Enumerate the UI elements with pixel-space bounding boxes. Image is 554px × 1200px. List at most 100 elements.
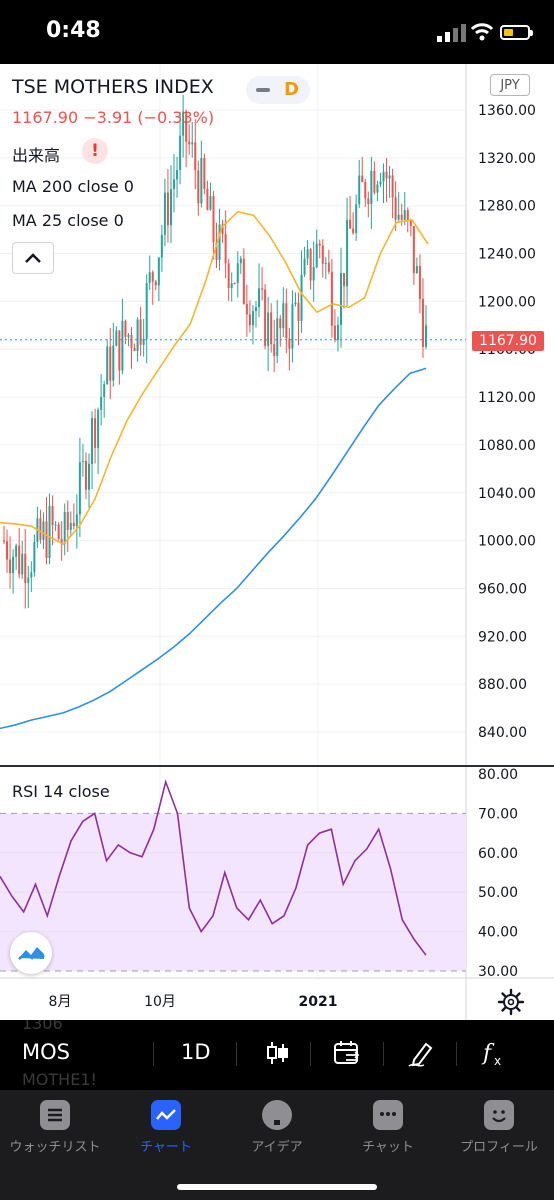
- collapse-legend-button[interactable]: [12, 242, 54, 274]
- interval-selector[interactable]: 1D: [181, 1040, 211, 1064]
- chart-area[interactable]: 1360.001320.001280.001240.001200.001160.…: [0, 64, 554, 1020]
- candle-body: [154, 281, 157, 286]
- tab-chart[interactable]: チャート: [111, 1100, 221, 1160]
- symbol-scroll-next[interactable]: MOTHE1!: [22, 1070, 97, 1089]
- candle-body: [142, 338, 145, 345]
- symbol-scroll-prev[interactable]: 1306: [22, 1020, 63, 1033]
- candle-body: [221, 224, 224, 234]
- toolbar-divider: [456, 1042, 457, 1066]
- candle-body: [145, 283, 148, 339]
- candle-body: [421, 298, 424, 347]
- candle-body: [18, 545, 21, 575]
- candle-body: [157, 257, 160, 286]
- candle-body: [215, 242, 218, 260]
- candle-body: [81, 460, 84, 463]
- status-bar: 0:48: [0, 0, 554, 64]
- y-tick-label: 1240.00: [478, 247, 536, 263]
- candle-body: [254, 307, 257, 312]
- candle-body: [288, 338, 291, 349]
- candle-body: [388, 175, 391, 179]
- candle-body: [24, 553, 27, 584]
- y-tick-label: 1120.00: [478, 390, 536, 406]
- chart-icon: [151, 1100, 181, 1130]
- candle-body: [100, 396, 103, 410]
- candle-body: [303, 258, 306, 275]
- candle-body: [212, 196, 215, 243]
- watchlist-icon: [40, 1100, 70, 1130]
- settings-gear-icon[interactable]: [497, 988, 525, 1016]
- candle-body: [103, 384, 106, 397]
- candle-body: [45, 521, 48, 559]
- price-quote: 1167.90 −3.91 (−0.33%): [12, 108, 214, 127]
- x-tick-label: 8月: [49, 994, 72, 1010]
- currency-badge[interactable]: JPY: [490, 74, 530, 96]
- candle-body: [373, 170, 376, 193]
- candle-body: [51, 505, 54, 526]
- candle-body: [148, 272, 151, 284]
- indicators-fx-icon[interactable]: f x: [480, 1038, 510, 1068]
- candle-body: [267, 312, 270, 346]
- battery-icon: [500, 25, 533, 40]
- candle-body: [88, 463, 91, 490]
- tradingview-logo-button[interactable]: [10, 932, 52, 974]
- y-tick-label: 960.00: [478, 581, 527, 597]
- tab-profile[interactable]: プロフィール: [444, 1100, 554, 1160]
- candle-body: [124, 320, 127, 337]
- candle-body: [239, 258, 242, 264]
- candle-body: [352, 228, 355, 234]
- candle-body: [385, 171, 388, 179]
- logo-icon: [18, 947, 45, 960]
- candle-body: [133, 347, 136, 352]
- tab-chat[interactable]: チャット: [333, 1100, 443, 1160]
- candle-body: [367, 198, 370, 205]
- rsi-line: [0, 779, 427, 956]
- toolbar-divider: [153, 1042, 154, 1066]
- tab-ideas[interactable]: アイデア: [222, 1100, 332, 1160]
- candle-body: [84, 460, 87, 490]
- candle-body: [72, 522, 75, 527]
- candle-body: [66, 512, 69, 530]
- drawing-pen-icon[interactable]: [406, 1038, 436, 1068]
- candles-icon[interactable]: [262, 1038, 292, 1068]
- profile-icon: [484, 1100, 514, 1130]
- candle-body: [403, 210, 406, 220]
- wifi-icon: [470, 23, 494, 41]
- symbol-title[interactable]: TSE MOTHERS INDEX: [12, 76, 214, 98]
- interval-chip[interactable]: D: [246, 76, 310, 104]
- symbol-selector[interactable]: MOS: [22, 1040, 70, 1064]
- rsi-tick-label: 80.00: [478, 767, 518, 783]
- candle-body: [297, 302, 300, 321]
- candle-body: [69, 522, 72, 530]
- replay-icon[interactable]: [332, 1038, 362, 1068]
- ma25-legend[interactable]: MA 25 close 0: [12, 211, 124, 230]
- candle-body: [361, 175, 364, 182]
- candle-body: [60, 539, 63, 544]
- candle-body: [324, 262, 327, 264]
- y-tick-label: 880.00: [478, 677, 527, 693]
- y-tick-label: 1040.00: [478, 486, 536, 502]
- chart-canvas[interactable]: 1360.001320.001280.001240.001200.001160.…: [0, 64, 554, 1020]
- last-price: 1167.90: [12, 108, 79, 127]
- candle-body: [185, 111, 188, 142]
- candle-body: [394, 197, 397, 220]
- candle-body: [42, 521, 45, 540]
- ma25-line: [0, 210, 429, 546]
- candle-body: [127, 334, 130, 337]
- candle-body: [264, 289, 267, 346]
- tab-watchlist[interactable]: ウォッチリスト: [0, 1100, 110, 1160]
- candle-body: [6, 541, 9, 560]
- candle-body: [251, 311, 254, 326]
- price-change-pct: (−0.33%): [137, 108, 215, 127]
- candle-body: [285, 303, 288, 339]
- candle-body: [291, 304, 294, 349]
- candle-body: [121, 320, 124, 371]
- candle-body: [412, 225, 415, 274]
- tab-label: チャット: [362, 1140, 414, 1155]
- ma200-legend[interactable]: MA 200 close 0: [12, 177, 134, 196]
- volume-legend[interactable]: 出来高: [12, 146, 61, 165]
- warning-icon[interactable]: !: [82, 138, 108, 164]
- candle-body: [115, 330, 118, 346]
- candle-body: [179, 135, 182, 170]
- tab-label: アイデア: [251, 1140, 303, 1155]
- rsi-legend[interactable]: RSI 14 close: [12, 782, 110, 801]
